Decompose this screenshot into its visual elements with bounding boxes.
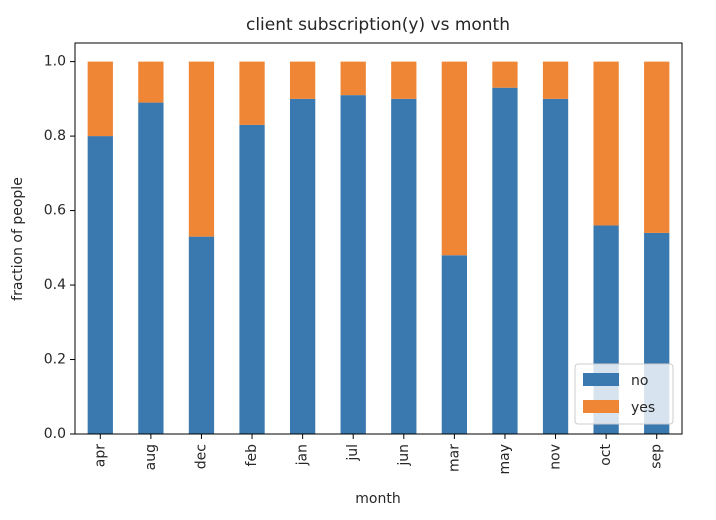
bar-oct-yes: [593, 61, 619, 226]
bar-jul-no: [340, 95, 366, 434]
y-tick-label-0.0: 0.0: [44, 426, 66, 442]
bar-nov-no: [542, 98, 569, 435]
x-tick-label-may: may: [497, 444, 513, 475]
x-axis-label: month: [355, 491, 400, 507]
bar-jan-yes: [289, 61, 316, 99]
legend: no yes: [574, 363, 674, 425]
bar-jun-no: [391, 98, 417, 435]
y-tick-label-0.2: 0.2: [44, 352, 66, 368]
legend-label-yes: yes: [631, 400, 655, 416]
bar-apr-no: [87, 136, 113, 434]
bar-apr-yes: [87, 61, 113, 137]
y-axis-label: fraction of people: [10, 177, 26, 301]
x-tick-label-jul: jul: [345, 444, 361, 462]
x-tick-label-sep: sep: [649, 444, 665, 469]
y-tick-label-0.6: 0.6: [44, 203, 66, 219]
bar-dec-no: [188, 236, 215, 434]
bar-jan-no: [289, 98, 316, 435]
y-tick-label-0.4: 0.4: [44, 277, 66, 293]
x-tick-label-jan: jan: [295, 444, 311, 466]
bar-mar-no: [441, 255, 468, 434]
bar-nov-yes: [542, 61, 569, 99]
x-tick-label-jun: jun: [396, 444, 412, 467]
bars-group: [87, 61, 670, 435]
bar-dec-yes: [188, 61, 215, 237]
y-tick-label-1.0: 1.0: [44, 54, 66, 70]
bar-jun-yes: [391, 61, 417, 99]
chart-title: client subscription(y) vs month: [246, 15, 510, 35]
bar-feb-yes: [239, 61, 265, 125]
x-tick-label-oct: oct: [598, 444, 614, 466]
x-tick-label-dec: dec: [193, 444, 209, 469]
x-tick-label-apr: apr: [92, 444, 108, 467]
legend-swatch-no: [583, 373, 619, 386]
bar-aug-no: [138, 102, 164, 434]
x-tick-label-nov: nov: [548, 444, 564, 470]
x-axis: apr aug dec feb jan jul jun mar may nov oct sep: [92, 434, 665, 475]
bar-sep-yes: [644, 61, 670, 233]
x-tick-label-aug: aug: [143, 444, 159, 470]
bar-jul-yes: [340, 61, 366, 96]
x-tick-label-mar: mar: [446, 444, 462, 472]
bar-may-yes: [492, 61, 518, 88]
bar-feb-no: [239, 124, 265, 435]
bar-may-no: [492, 87, 518, 434]
y-tick-label-0.8: 0.8: [44, 128, 66, 144]
bar-mar-yes: [441, 61, 468, 256]
plot-frame: [74, 42, 683, 435]
legend-swatch-yes: [583, 400, 619, 413]
y-axis: 0.0 0.2 0.4 0.6 0.8 1.0: [44, 54, 75, 442]
x-tick-label-feb: feb: [244, 444, 260, 467]
bar-aug-yes: [138, 61, 164, 103]
legend-label-no: no: [631, 373, 648, 389]
